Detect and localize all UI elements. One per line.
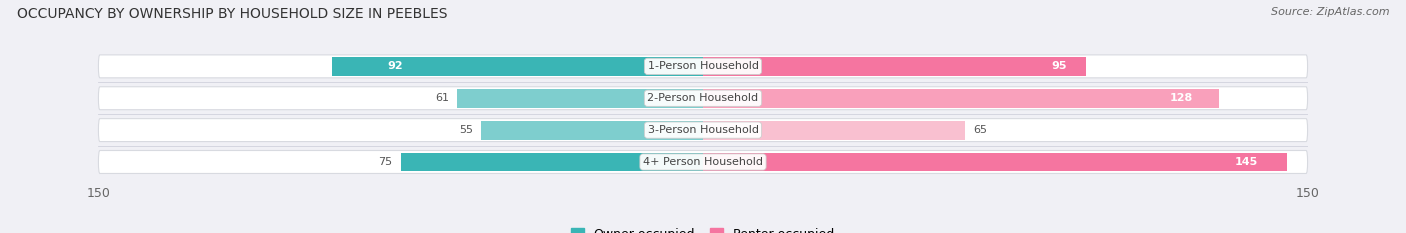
FancyBboxPatch shape (98, 87, 1308, 110)
Text: 95: 95 (1052, 61, 1067, 71)
Legend: Owner-occupied, Renter-occupied: Owner-occupied, Renter-occupied (567, 223, 839, 233)
Text: 75: 75 (378, 157, 392, 167)
FancyBboxPatch shape (98, 151, 1308, 173)
Bar (457, 89, 703, 108)
Text: 145: 145 (1234, 157, 1258, 167)
Bar (332, 57, 703, 76)
Text: 128: 128 (1170, 93, 1194, 103)
FancyBboxPatch shape (98, 55, 1308, 78)
Text: Source: ZipAtlas.com: Source: ZipAtlas.com (1271, 7, 1389, 17)
Text: 65: 65 (973, 125, 987, 135)
Bar (703, 57, 1085, 76)
Text: 61: 61 (434, 93, 449, 103)
Bar (481, 121, 703, 140)
Text: 92: 92 (388, 61, 404, 71)
Text: 3-Person Household: 3-Person Household (648, 125, 758, 135)
Text: 4+ Person Household: 4+ Person Household (643, 157, 763, 167)
Bar (703, 153, 1288, 171)
Text: OCCUPANCY BY OWNERSHIP BY HOUSEHOLD SIZE IN PEEBLES: OCCUPANCY BY OWNERSHIP BY HOUSEHOLD SIZE… (17, 7, 447, 21)
Text: 1-Person Household: 1-Person Household (648, 61, 758, 71)
Bar (703, 121, 965, 140)
Text: 55: 55 (460, 125, 474, 135)
FancyBboxPatch shape (98, 119, 1308, 142)
Bar (401, 153, 703, 171)
Text: 2-Person Household: 2-Person Household (647, 93, 759, 103)
Bar (703, 89, 1219, 108)
